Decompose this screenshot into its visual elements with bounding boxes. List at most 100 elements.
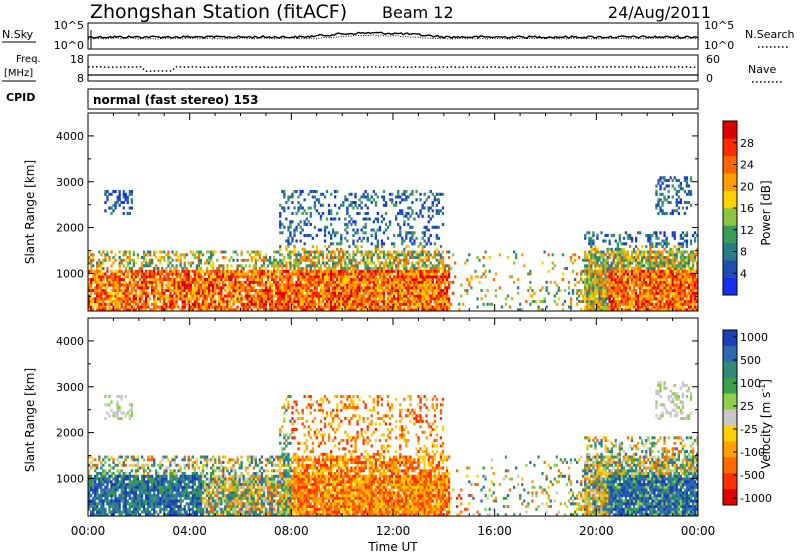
power-echo-cell (224, 278, 227, 281)
power-echo-cell (100, 297, 103, 301)
power-echo-cell (445, 308, 449, 312)
power-echo-cell (327, 258, 331, 262)
power-echo-cell (555, 302, 558, 306)
power-echo-cell (138, 278, 142, 281)
power-echo-cell (673, 253, 676, 257)
power-echo-cell (317, 198, 321, 202)
power-echo-cell (185, 278, 188, 281)
power-echo-cell (370, 267, 373, 270)
power-echo-cell (303, 275, 306, 279)
power-echo-cell (191, 278, 194, 281)
power-echo-cell (413, 231, 416, 235)
power-echo-cell (616, 247, 619, 251)
power-echo-cell (281, 294, 284, 298)
power-echo-cell (169, 294, 172, 298)
power-echo-cell (388, 272, 392, 276)
power-echo-cell (248, 300, 251, 303)
power-echo-cell (673, 308, 676, 312)
power-echo-cell (287, 245, 290, 248)
power-echo-cell (364, 291, 367, 295)
power-echo-cell (340, 297, 343, 301)
power-echo-cell (248, 286, 251, 290)
power-echo-cell (173, 286, 176, 290)
power-echo-cell (228, 258, 231, 262)
power-echo-cell (352, 305, 355, 309)
power-echo-cell (122, 253, 125, 257)
power-echo-cell (144, 283, 148, 287)
power-echo-cell (293, 302, 296, 306)
power-echo-cell (126, 269, 129, 273)
power-echo-cell (338, 294, 341, 298)
power-echo-cell (653, 294, 656, 298)
power-echo-cell (580, 269, 583, 273)
power-echo-cell (134, 289, 138, 292)
power-echo-cell (655, 256, 658, 259)
power-echo-cell (236, 253, 239, 257)
power-echo-cell (437, 201, 440, 204)
power-echo-cell (374, 278, 377, 281)
power-echo-cell (368, 300, 371, 303)
power-echo-cell (584, 236, 587, 240)
power-echo-cell (608, 280, 611, 284)
power-echo-cell (313, 250, 316, 254)
power-echo-cell (138, 272, 142, 276)
power-echo-cell (305, 291, 308, 295)
power-echo-cell (569, 256, 573, 259)
power-echo-cell (653, 261, 656, 265)
power-echo-cell (376, 286, 379, 290)
power-echo-cell (205, 286, 209, 290)
power-echo-cell (397, 294, 400, 298)
power-echo-cell (266, 272, 270, 276)
power-echo-cell (275, 275, 278, 279)
power-echo-cell (600, 280, 603, 284)
power-echo-cell (277, 302, 280, 306)
power-echo-cell (425, 267, 428, 270)
power-echo-cell (301, 269, 304, 273)
power-echo-cell (405, 253, 408, 257)
power-echo-cell (681, 291, 684, 295)
power-echo-cell (368, 253, 371, 257)
power-echo-cell (411, 231, 414, 235)
power-echo-cell (651, 275, 654, 279)
power-echo-cell (114, 253, 117, 257)
power-echo-cell (529, 294, 532, 298)
power-echo-cell (580, 278, 583, 281)
power-echo-cell (144, 291, 148, 295)
power-echo-cell (647, 283, 650, 287)
power-echo-cell (673, 286, 676, 290)
power-echo-cell (649, 289, 652, 292)
power-echo-cell (106, 275, 109, 279)
nsky-tick-top: 10^5 (54, 19, 84, 32)
power-echo-cell (645, 300, 648, 303)
power-echo-cell (639, 264, 642, 268)
power-echo-cell (596, 308, 599, 312)
power-echo-cell (260, 269, 264, 273)
power-echo-cell (618, 272, 621, 276)
power-echo-cell (273, 261, 276, 265)
power-echo-cell (421, 294, 424, 298)
power-echo-cell (175, 286, 178, 290)
power-echo-cell (679, 267, 682, 270)
power-echo-cell (195, 256, 199, 259)
power-echo-cell (287, 261, 290, 265)
power-echo-cell (380, 250, 384, 254)
power-echo-cell (384, 275, 388, 279)
power-echo-cell (425, 289, 428, 292)
power-echo-cell (651, 294, 654, 298)
power-echo-cell (632, 272, 636, 276)
power-echo-cell (553, 280, 556, 284)
power-echo-cell (275, 261, 278, 265)
power-echo-cell (313, 300, 316, 303)
power-echo-cell (201, 302, 205, 306)
power-echo-cell (679, 245, 682, 248)
power-echo-cell (618, 253, 621, 257)
power-echo-cell (439, 302, 443, 306)
nsky-label: N.Sky (2, 28, 34, 41)
power-echo-cell (669, 300, 672, 303)
power-echo-cell (159, 283, 162, 287)
power-echo-cell (399, 209, 402, 213)
power-echo-cell (273, 278, 276, 281)
power-echo-cell (421, 308, 424, 312)
power-echo-cell (279, 253, 282, 257)
power-echo-cell (246, 275, 249, 279)
